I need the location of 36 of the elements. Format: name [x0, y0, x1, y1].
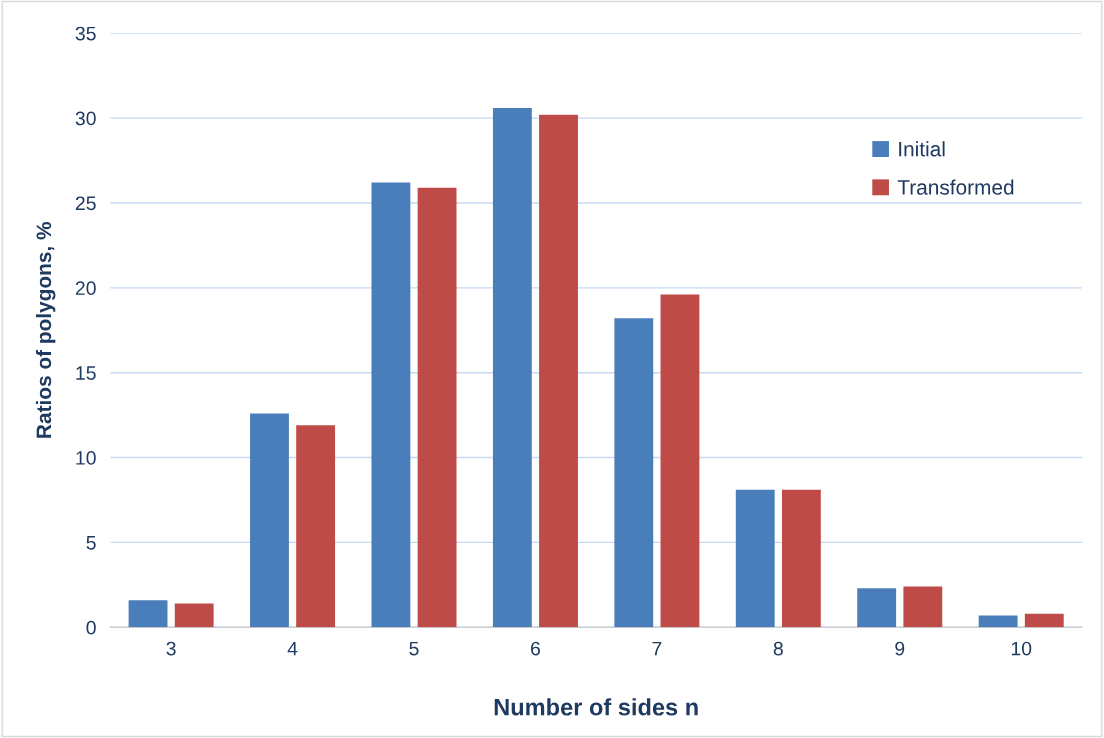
- y-tick-label: 20: [75, 281, 96, 296]
- bar: [903, 586, 943, 628]
- y-tick-label: 35: [75, 26, 96, 41]
- bar: [250, 413, 289, 628]
- x-tick-label: 6: [531, 641, 540, 656]
- y-tick-label: 10: [76, 451, 96, 465]
- bar: [492, 107, 532, 628]
- bar: [1024, 613, 1064, 628]
- bar: [735, 489, 775, 628]
- y-axis-title: Ratios of polygons, %: [35, 222, 56, 438]
- y-tick-label: 15: [76, 366, 96, 380]
- bar: [174, 603, 214, 628]
- x-tick-label: 5: [409, 641, 419, 656]
- bar: [128, 600, 168, 628]
- bar: [539, 114, 578, 628]
- bar: [660, 294, 700, 628]
- y-tick-label: 0: [86, 620, 96, 635]
- y-tick-label: 30: [75, 111, 96, 126]
- y-tick-label: 5: [86, 536, 96, 550]
- legend-label: Transformed: [897, 179, 1014, 195]
- x-tick-label: 8: [773, 641, 783, 656]
- bar: [417, 187, 457, 628]
- x-tick-label: 10: [1011, 641, 1032, 656]
- bar: [781, 489, 821, 628]
- x-tick-label: 4: [287, 641, 298, 656]
- x-tick-label: 3: [166, 641, 176, 656]
- y-tick-label: 25: [75, 196, 96, 211]
- bar: [978, 615, 1018, 628]
- bar: [614, 318, 654, 628]
- legend-label: Initial: [899, 141, 945, 157]
- bar: [296, 425, 336, 628]
- x-tick-label: 9: [895, 641, 905, 656]
- x-axis-title: Number of sides n: [494, 698, 698, 716]
- bar: [371, 182, 411, 628]
- bar: [857, 588, 897, 628]
- x-tick-label: 7: [652, 641, 662, 656]
